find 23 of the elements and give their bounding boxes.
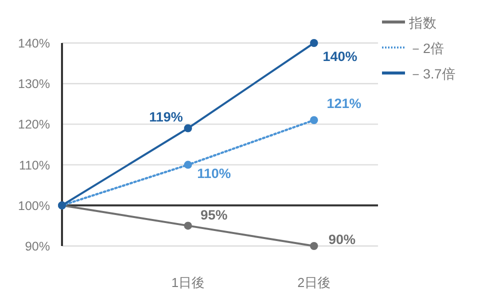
y-tick-label: 130% (18, 77, 50, 92)
point (184, 222, 192, 230)
data-label: 110% (197, 166, 231, 181)
legend-label: －3.7倍 (409, 66, 456, 82)
point (184, 160, 192, 169)
y-tick-label: 100% (18, 198, 50, 213)
x-tick-label: 2日後 (297, 275, 331, 290)
y-tick-label: 110% (18, 158, 50, 172)
point (310, 39, 318, 47)
data-label: 140% (322, 49, 358, 64)
point (310, 116, 318, 124)
y-tick-label: 120% (18, 118, 50, 132)
legend-label: 指数 (408, 16, 437, 30)
x-tick-label: 1日後 (171, 275, 205, 290)
data-label: 121% (326, 96, 362, 112)
legend-label: －2倍 (409, 41, 445, 56)
y-tick-label: 90% (24, 240, 50, 254)
data-label: 95% (200, 208, 228, 223)
data-label: 90% (328, 232, 356, 247)
point (310, 242, 318, 250)
y-tick-label: 140% (18, 36, 50, 50)
point (184, 124, 192, 132)
data-label: 119% (149, 109, 183, 124)
